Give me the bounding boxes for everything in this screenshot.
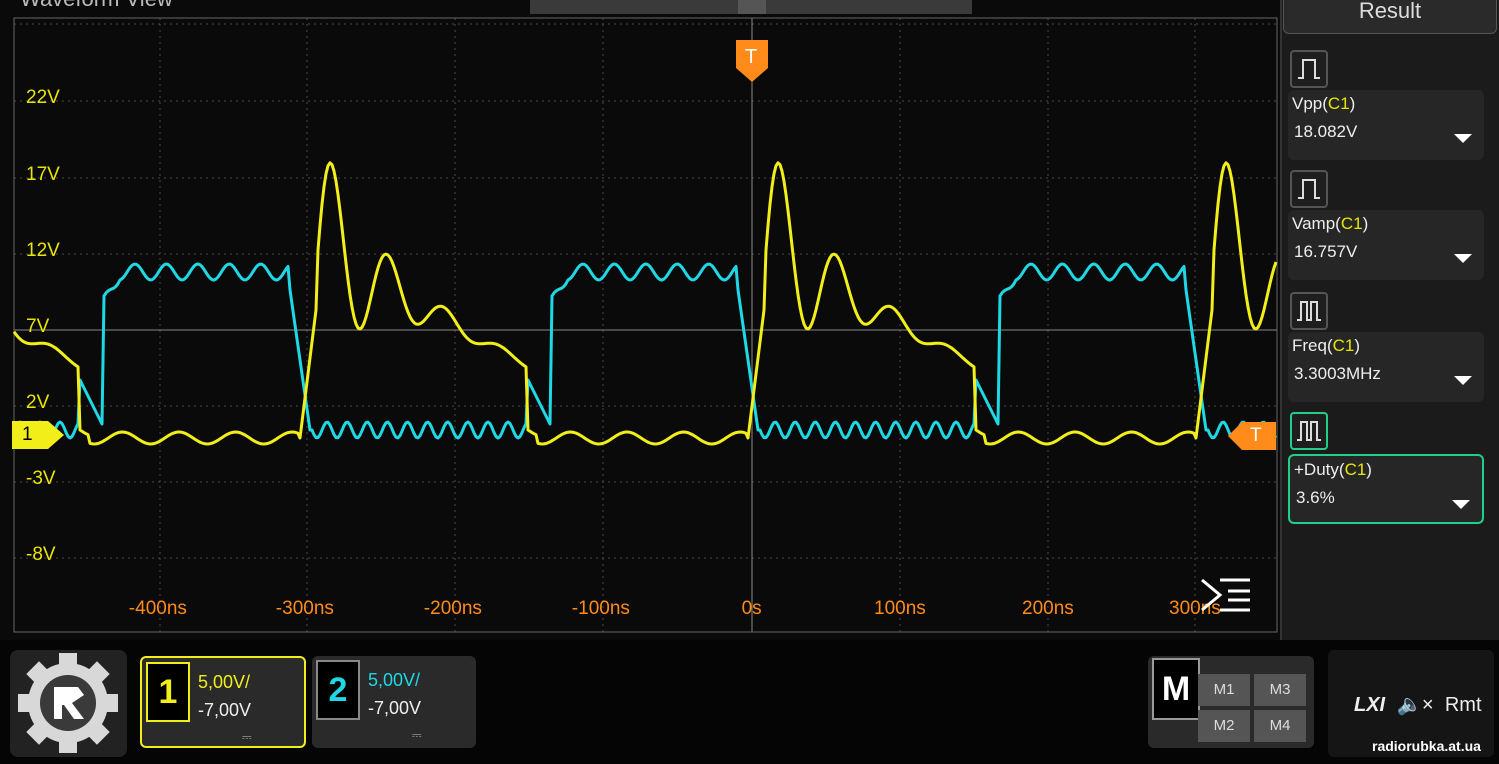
measurement-value: 18.082V — [1294, 122, 1358, 141]
mute-icon[interactable]: 🔈× — [1396, 694, 1434, 716]
measurement-card-plus-duty[interactable]: +Duty(C1) 3.6% — [1288, 454, 1484, 524]
dropdown-caret-icon[interactable] — [1454, 376, 1472, 385]
channel-2-scale: 5,00V/ — [368, 670, 421, 690]
math-m2-button[interactable]: M2 — [1198, 710, 1250, 742]
trigger-level-marker[interactable]: T — [1228, 422, 1276, 450]
main-menu-button[interactable] — [10, 650, 127, 757]
lxi-icon: LXI — [1354, 694, 1386, 716]
channel-2-settings[interactable]: 2 5,00V/ -7,00V ⎓ — [312, 656, 476, 748]
ch1-level-marker[interactable]: 1 — [12, 421, 64, 449]
measurement-channel: C1 — [1332, 336, 1355, 355]
time-label: 100ns — [874, 598, 926, 619]
trigger-position-marker[interactable]: T — [736, 40, 768, 82]
measurement-name: Vpp — [1292, 94, 1323, 113]
measurement-name: Freq — [1292, 336, 1327, 355]
measurement-value: 3.3003MHz — [1294, 364, 1381, 383]
channel-1-scale: 5,00V/ — [198, 672, 251, 692]
time-label: -400ns — [128, 598, 187, 619]
time-label: -300ns — [275, 598, 334, 619]
time-label: 200ns — [1022, 598, 1074, 619]
measurement-card-freq[interactable]: Freq(C1) 3.3003MHz — [1288, 332, 1484, 402]
dropdown-caret-icon[interactable] — [1454, 134, 1472, 143]
measurement-channel: C1 — [1340, 214, 1363, 233]
watermark-text: radiorubka.at.ua — [1372, 738, 1481, 754]
measurement-channel: C1 — [1327, 94, 1350, 113]
dropdown-caret-icon[interactable] — [1452, 500, 1470, 509]
pulse-train-icon[interactable] — [1290, 292, 1328, 330]
math-settings[interactable]: M M1 M3 M2 M4 — [1148, 656, 1314, 748]
math-m3-button[interactable]: M3 — [1254, 674, 1306, 706]
status-area[interactable]: LXI 🔈× Rmt — [1328, 650, 1494, 757]
math-label: M — [1152, 658, 1200, 720]
voltage-label: 7V — [26, 316, 50, 337]
measurement-channel: C1 — [1344, 460, 1367, 479]
voltage-label: 17V — [26, 164, 60, 185]
math-m1-button[interactable]: M1 — [1198, 674, 1250, 706]
channel-1-settings[interactable]: 1 5,00V/ -7,00V ⎓ — [140, 656, 306, 748]
pulse-icon[interactable] — [1290, 50, 1328, 88]
time-label: -100ns — [571, 598, 630, 619]
pulse-icon[interactable] — [1290, 170, 1328, 208]
measurement-value: 16.757V — [1294, 242, 1358, 261]
channel-1-number: 1 — [146, 662, 190, 722]
dropdown-caret-icon[interactable] — [1454, 254, 1472, 263]
measurement-name: +Duty — [1294, 460, 1339, 479]
menu-expand-icon[interactable] — [1200, 576, 1252, 614]
rigol-gear-logo-icon — [18, 653, 118, 753]
measurement-value: 3.6% — [1296, 488, 1335, 507]
time-label: 0s — [741, 598, 762, 619]
dc-coupling-icon: ⎓ — [242, 730, 253, 744]
time-label: -200ns — [423, 598, 482, 619]
measurement-name: Vamp — [1292, 214, 1336, 233]
math-m4-button[interactable]: M4 — [1254, 710, 1306, 742]
result-panel-title[interactable]: Result — [1283, 0, 1497, 34]
channel-1-offset: -7,00V — [198, 700, 252, 720]
pulse-train-icon[interactable] — [1290, 412, 1328, 450]
remote-status: Rmt — [1444, 694, 1482, 716]
measurement-card-vamp[interactable]: Vamp(C1) 16.757V — [1288, 210, 1484, 280]
waveform-view[interactable]: Waveform View — [0, 0, 1280, 640]
voltage-label: -3V — [26, 468, 56, 489]
channel-2-number: 2 — [316, 660, 360, 720]
waveform-view-title: Waveform View — [20, 0, 173, 12]
voltage-label: 22V — [26, 87, 60, 108]
voltage-label: 12V — [26, 240, 60, 261]
voltage-label: -8V — [26, 544, 56, 565]
waveform-canvas[interactable] — [0, 0, 1280, 640]
channel-2-offset: -7,00V — [368, 698, 422, 718]
dc-coupling-icon: ⎓ — [412, 728, 423, 742]
measurement-card-vpp[interactable]: Vpp(C1) 18.082V — [1288, 90, 1484, 160]
voltage-label: 2V — [26, 392, 50, 413]
